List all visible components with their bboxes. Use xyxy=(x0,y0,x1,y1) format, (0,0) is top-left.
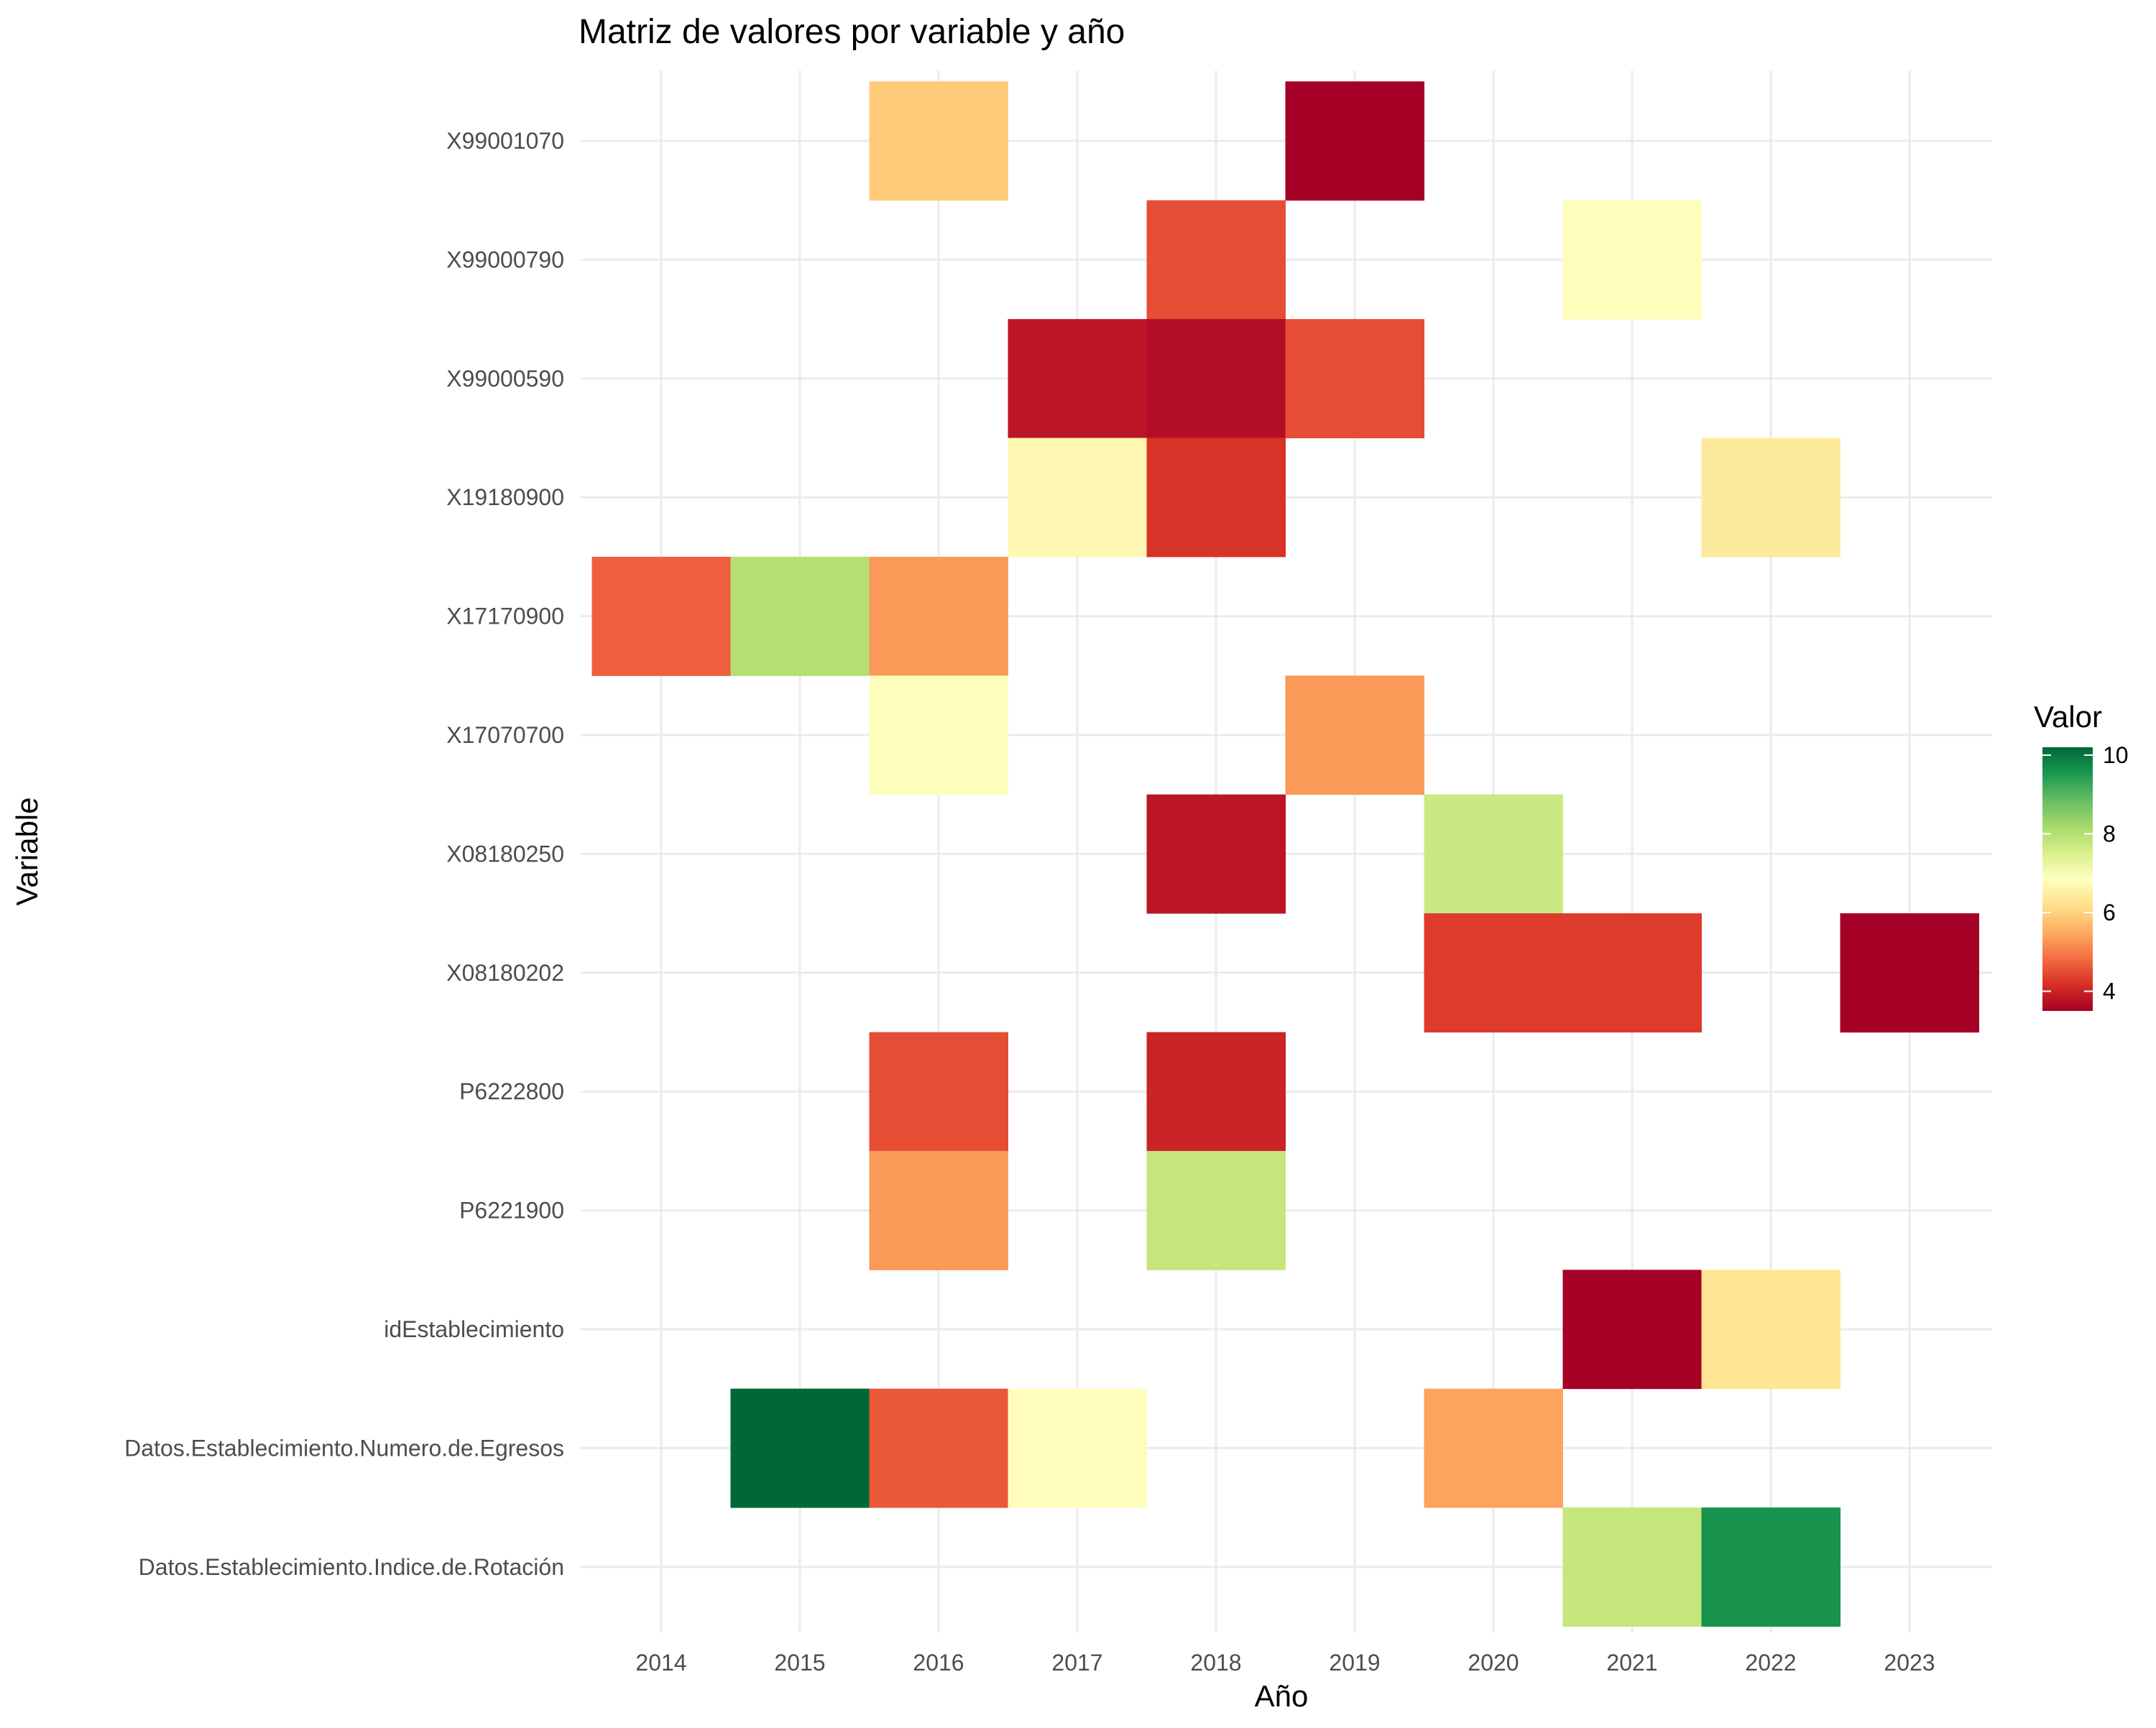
heatmap-cell xyxy=(1146,438,1286,558)
heatmap-cell xyxy=(869,556,1008,676)
heatmap-cell xyxy=(869,1150,1008,1270)
x-tick-label: 2020 xyxy=(1468,1650,1519,1676)
heatmap-cell xyxy=(1285,675,1424,795)
heatmap-cell xyxy=(1701,438,1841,558)
heatmap-cell xyxy=(1146,1032,1286,1152)
y-tick-label: X08180202 xyxy=(446,960,564,986)
heatmap-cell xyxy=(1701,1507,1841,1627)
heatmap-cell xyxy=(1562,1270,1702,1390)
color-legend: Valor 4 6 8 10 xyxy=(2034,700,2129,1011)
x-tick-label: 2021 xyxy=(1606,1650,1657,1676)
y-tick-label: X08180250 xyxy=(446,841,564,867)
heatmap-cell xyxy=(1285,81,1424,201)
y-tick-label: X19180900 xyxy=(446,484,564,510)
legend-tick-label: 6 xyxy=(2103,900,2116,925)
heatmap-cell xyxy=(1562,913,1702,1032)
x-tick-label: 2014 xyxy=(635,1650,686,1676)
y-tick-label: Datos.Establecimiento.Numero.de.Egresos xyxy=(124,1435,564,1461)
x-tick-label: 2019 xyxy=(1329,1650,1380,1676)
y-tick-label: X99001070 xyxy=(446,128,564,154)
y-tick-label: idEstablecimiento xyxy=(384,1316,564,1342)
x-tick-label: 2016 xyxy=(913,1650,964,1676)
legend-title: Valor xyxy=(2034,700,2102,734)
heatmap-cell xyxy=(869,675,1008,795)
heatmap-cell xyxy=(869,1388,1008,1508)
y-tick-label: X99000790 xyxy=(446,246,564,272)
cells-layer xyxy=(591,81,1979,1627)
y-tick-label: P6222800 xyxy=(459,1078,564,1104)
legend-tick-label: 4 xyxy=(2103,979,2116,1004)
heatmap-cell xyxy=(730,556,870,676)
x-tick-label: 2017 xyxy=(1051,1650,1102,1676)
heatmap-cell xyxy=(1146,200,1286,320)
x-tick-label: 2018 xyxy=(1190,1650,1241,1676)
y-axis-label: Variable xyxy=(10,798,44,906)
heatmap-cell xyxy=(1008,438,1147,558)
y-tick-label: Datos.Establecimiento.Indice.de.Rotación xyxy=(139,1554,564,1580)
legend-tick-label: 8 xyxy=(2103,821,2116,847)
y-tick-label: X99000590 xyxy=(446,366,564,392)
heatmap-cell xyxy=(1146,794,1286,914)
legend-tick-label: 10 xyxy=(2103,742,2129,768)
y-axis-ticks: X99001070 X99000790 X99000590 X19180900 X171… xyxy=(124,128,564,1580)
heatmap-cell xyxy=(730,1388,870,1508)
heatmap-cell xyxy=(1285,319,1424,438)
x-axis-ticks: 2014 2015 2016 2017 2018 2019 2020 2021 2022 2023 xyxy=(635,1650,1935,1676)
heatmap-cell xyxy=(1146,319,1286,438)
x-tick-label: 2015 xyxy=(774,1650,825,1676)
heatmap-cell xyxy=(1701,1270,1841,1390)
x-axis-label: Año xyxy=(1255,1679,1309,1713)
y-tick-label: X17170900 xyxy=(446,604,564,629)
heatmap-cell xyxy=(1562,1507,1702,1627)
heatmap-cell xyxy=(1008,319,1147,438)
heatmap-cell xyxy=(869,1032,1008,1152)
x-tick-label: 2023 xyxy=(1884,1650,1935,1676)
heatmap-cell xyxy=(591,556,731,676)
x-tick-label: 2022 xyxy=(1745,1650,1796,1676)
heatmap-cell xyxy=(1424,1388,1563,1508)
heatmap-cell xyxy=(1840,913,1979,1032)
y-tick-label: P6221900 xyxy=(459,1198,564,1224)
legend-colorbar xyxy=(2042,747,2093,1011)
chart-title: Matriz de valores por variable y año xyxy=(579,13,1125,51)
heatmap-cell xyxy=(1562,200,1702,320)
heatmap-cell xyxy=(1008,1388,1147,1508)
heatmap-cell xyxy=(1424,794,1563,914)
heatmap-cell xyxy=(1424,913,1563,1032)
heatmap-cell xyxy=(869,81,1008,201)
y-tick-label: X17070700 xyxy=(446,722,564,748)
heatmap-cell xyxy=(1146,1150,1286,1270)
